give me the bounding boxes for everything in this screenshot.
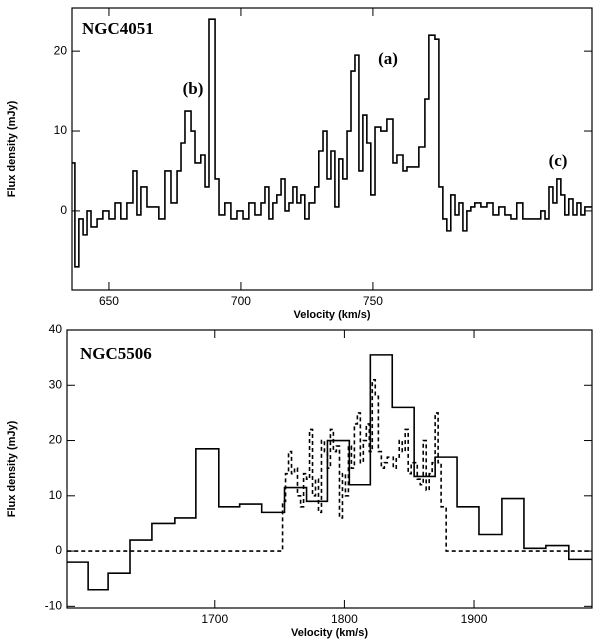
y-tick-label: 10 [49,488,63,502]
x-axis-label: Velocity (km/s) [291,627,368,639]
annotation: (a) [378,49,398,68]
x-tick-label: 1700 [201,612,228,626]
y-axis-label: Flux density (mJy) [6,100,18,197]
annotation: (c) [549,151,568,170]
y-tick-label: 20 [54,43,68,57]
step-line [67,354,592,591]
x-tick-label: 750 [363,294,383,308]
y-tick-label: 0 [55,543,62,557]
annotation: NGC4051 [82,19,154,38]
y-axis-label: Flux density (mJy) [6,420,18,517]
x-tick-label: 700 [231,294,251,308]
plot-frame [66,329,593,609]
y-tick-label: 10 [54,123,68,137]
step-line [72,18,592,268]
plot-frame [71,7,593,291]
y-tick-label: -10 [45,599,63,613]
y-tick-label: 30 [49,377,63,391]
x-axis-label: Velocity (km/s) [293,309,370,321]
y-tick-label: 0 [60,203,67,217]
x-tick-label: 650 [99,294,119,308]
x-tick-label: 1800 [331,612,358,626]
y-tick-label: 20 [49,433,63,447]
annotation: NGC5506 [80,344,152,363]
y-tick-label: 40 [49,322,63,336]
annotation: (b) [183,79,204,98]
x-tick-label: 1900 [461,612,488,626]
step-line [67,378,592,552]
